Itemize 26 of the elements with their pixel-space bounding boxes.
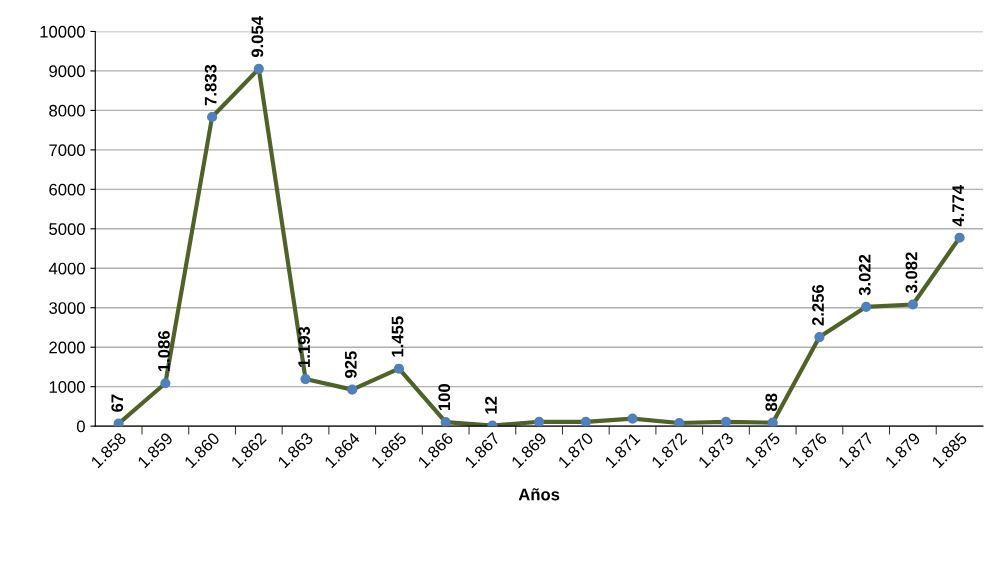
data-label: 1.086 [158,331,170,372]
data-label: 3.082 [905,252,918,294]
data-label: 100 [438,383,451,411]
y-tick-label: 4000 [48,262,85,275]
y-tick-label: 0 [76,420,85,433]
data-label: 1.193 [298,326,311,367]
data-label: 4.774 [952,184,964,227]
data-label: 1.455 [391,316,404,357]
y-tick-label: 3000 [49,302,85,314]
x-axis-title: Años [518,488,560,501]
data-label: 88 [765,393,778,412]
data-label: 7.833 [204,64,217,106]
data-label: 2.256 [812,284,824,326]
data-label: 925 [344,351,357,378]
y-tick-label: 8000 [49,104,85,117]
y-tick-label: 9000 [49,65,85,78]
y-tick-label: 1000 [49,381,85,393]
data-label: 67 [111,394,124,412]
y-tick-label: 6000 [49,183,85,196]
data-label: 3.022 [858,254,871,296]
y-tick-label: 10000 [40,25,85,38]
y-tick-label: 7000 [49,144,85,157]
y-tick-label: 2000 [49,341,85,354]
y-tick-label: 5000 [49,223,85,235]
data-label: 12 [485,396,497,414]
data-label: 9.054 [251,16,264,58]
